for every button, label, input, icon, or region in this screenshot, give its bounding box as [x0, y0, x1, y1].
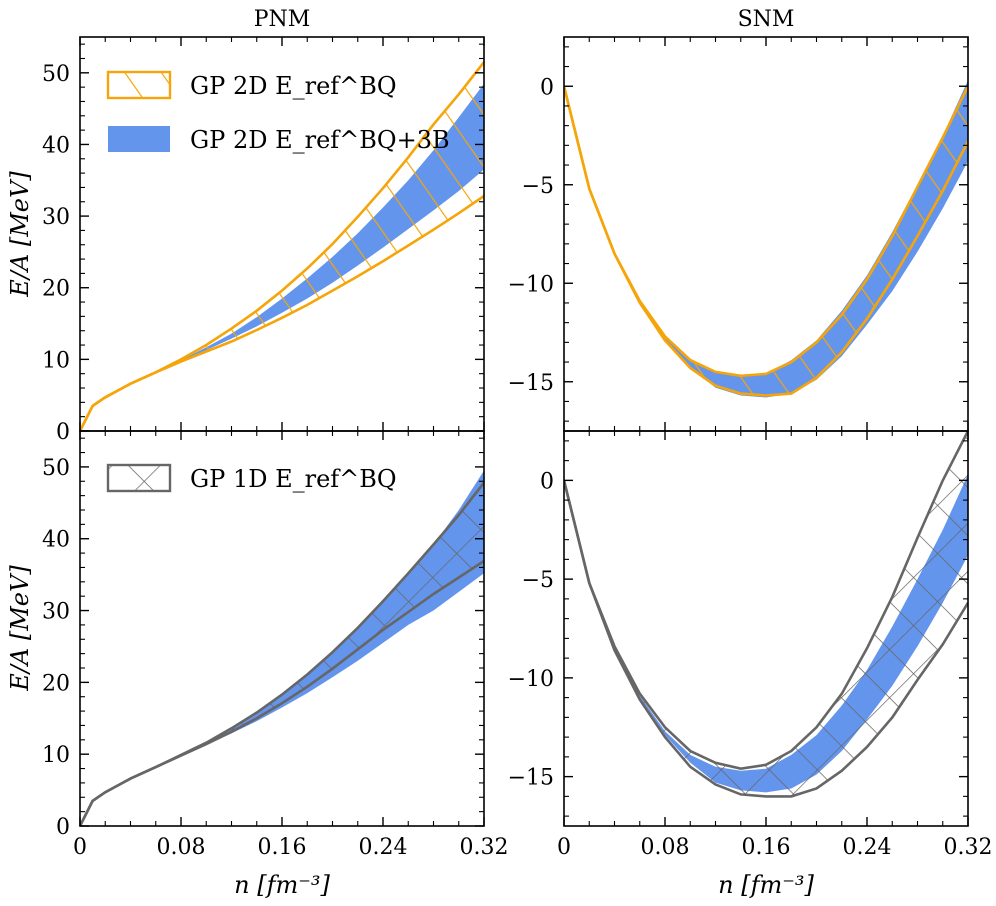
y-tick-label: 20	[42, 277, 70, 302]
y-tick-label: 20	[42, 671, 70, 696]
legend-label-gp2d-bq: GP 2D E_ref^BQ	[190, 72, 397, 100]
y-tick-label: 30	[42, 600, 70, 625]
y-tick-label: 30	[42, 205, 70, 230]
x-tick-label: 0.32	[944, 835, 993, 860]
y-tick-label: 0	[56, 815, 70, 840]
x-tick-label: 0.16	[258, 835, 307, 860]
y-tick-label: 0	[540, 469, 554, 494]
snm-bottom-band-upper-line	[564, 431, 968, 771]
title-pnm: PNM	[254, 7, 311, 32]
y-tick-label: −15	[508, 371, 554, 396]
y-tick-label: −10	[508, 667, 554, 692]
pnm-bottom-band-lower-line	[80, 559, 484, 826]
panel-pnm-bottom	[80, 470, 484, 826]
x-axis-label-right: n [fm⁻³]	[718, 871, 814, 899]
y-tick-label: 0	[56, 420, 70, 445]
legend-top: GP 2D E_ref^BQ GP 2D E_ref^BQ+3B	[106, 70, 450, 154]
x-tick-label: 0.24	[359, 835, 408, 860]
panel-pnm-top	[80, 61, 484, 431]
panel-snm-top	[564, 80, 968, 398]
legend-bottom: GP 1D E_ref^BQ	[106, 463, 397, 493]
x-axis-label-left: n [fm⁻³]	[234, 871, 330, 899]
x-tick-label: 0.16	[742, 835, 791, 860]
pnm-top-band-lower-line	[80, 194, 484, 431]
x-tick-label: 0.24	[843, 835, 892, 860]
y-tick-label: 50	[42, 62, 70, 87]
snm-top-band-hatch	[564, 86, 968, 396]
y-tick-label: −5	[522, 568, 554, 593]
panel-snm-bottom	[564, 431, 968, 798]
y-tick-label: 0	[540, 75, 554, 100]
legend-label-gp1d-bq: GP 1D E_ref^BQ	[190, 465, 397, 493]
y-tick-label: 40	[42, 528, 70, 553]
y-tick-label: −5	[522, 174, 554, 199]
y-axis-label-bottom: E/A [MeV]	[6, 565, 34, 692]
x-tick-label: 0.32	[460, 835, 509, 860]
y-tick-label: −15	[508, 766, 554, 791]
legend-swatch-gp2d-bq3b	[108, 126, 170, 152]
legend-swatch-gp1d-bq	[106, 463, 172, 493]
y-tick-label: 50	[42, 456, 70, 481]
pnm-top-band-hatch	[80, 62, 484, 431]
y-tick-label: −10	[508, 272, 554, 297]
y-axis-label-top: E/A [MeV]	[6, 171, 34, 298]
y-tick-label: 40	[42, 133, 70, 158]
pnm-top-band-upper-line	[80, 61, 484, 431]
x-tick-label: 0.08	[157, 835, 206, 860]
x-tick-label: 0	[73, 835, 87, 860]
x-tick-label: 0	[557, 835, 571, 860]
snm-top-band-lower-line	[564, 85, 968, 397]
legend-label-gp2d-bq3b: GP 2D E_ref^BQ+3B	[190, 126, 450, 154]
title-snm: SNM	[738, 7, 795, 32]
x-tick-label: 0.08	[641, 835, 690, 860]
legend-swatch-gp2d-bq	[106, 70, 172, 100]
snm-bottom-band-hatch	[564, 431, 968, 797]
y-tick-label: 10	[42, 348, 70, 373]
snm-bottom-band-lower-line	[564, 480, 968, 798]
y-tick-label: 10	[42, 743, 70, 768]
